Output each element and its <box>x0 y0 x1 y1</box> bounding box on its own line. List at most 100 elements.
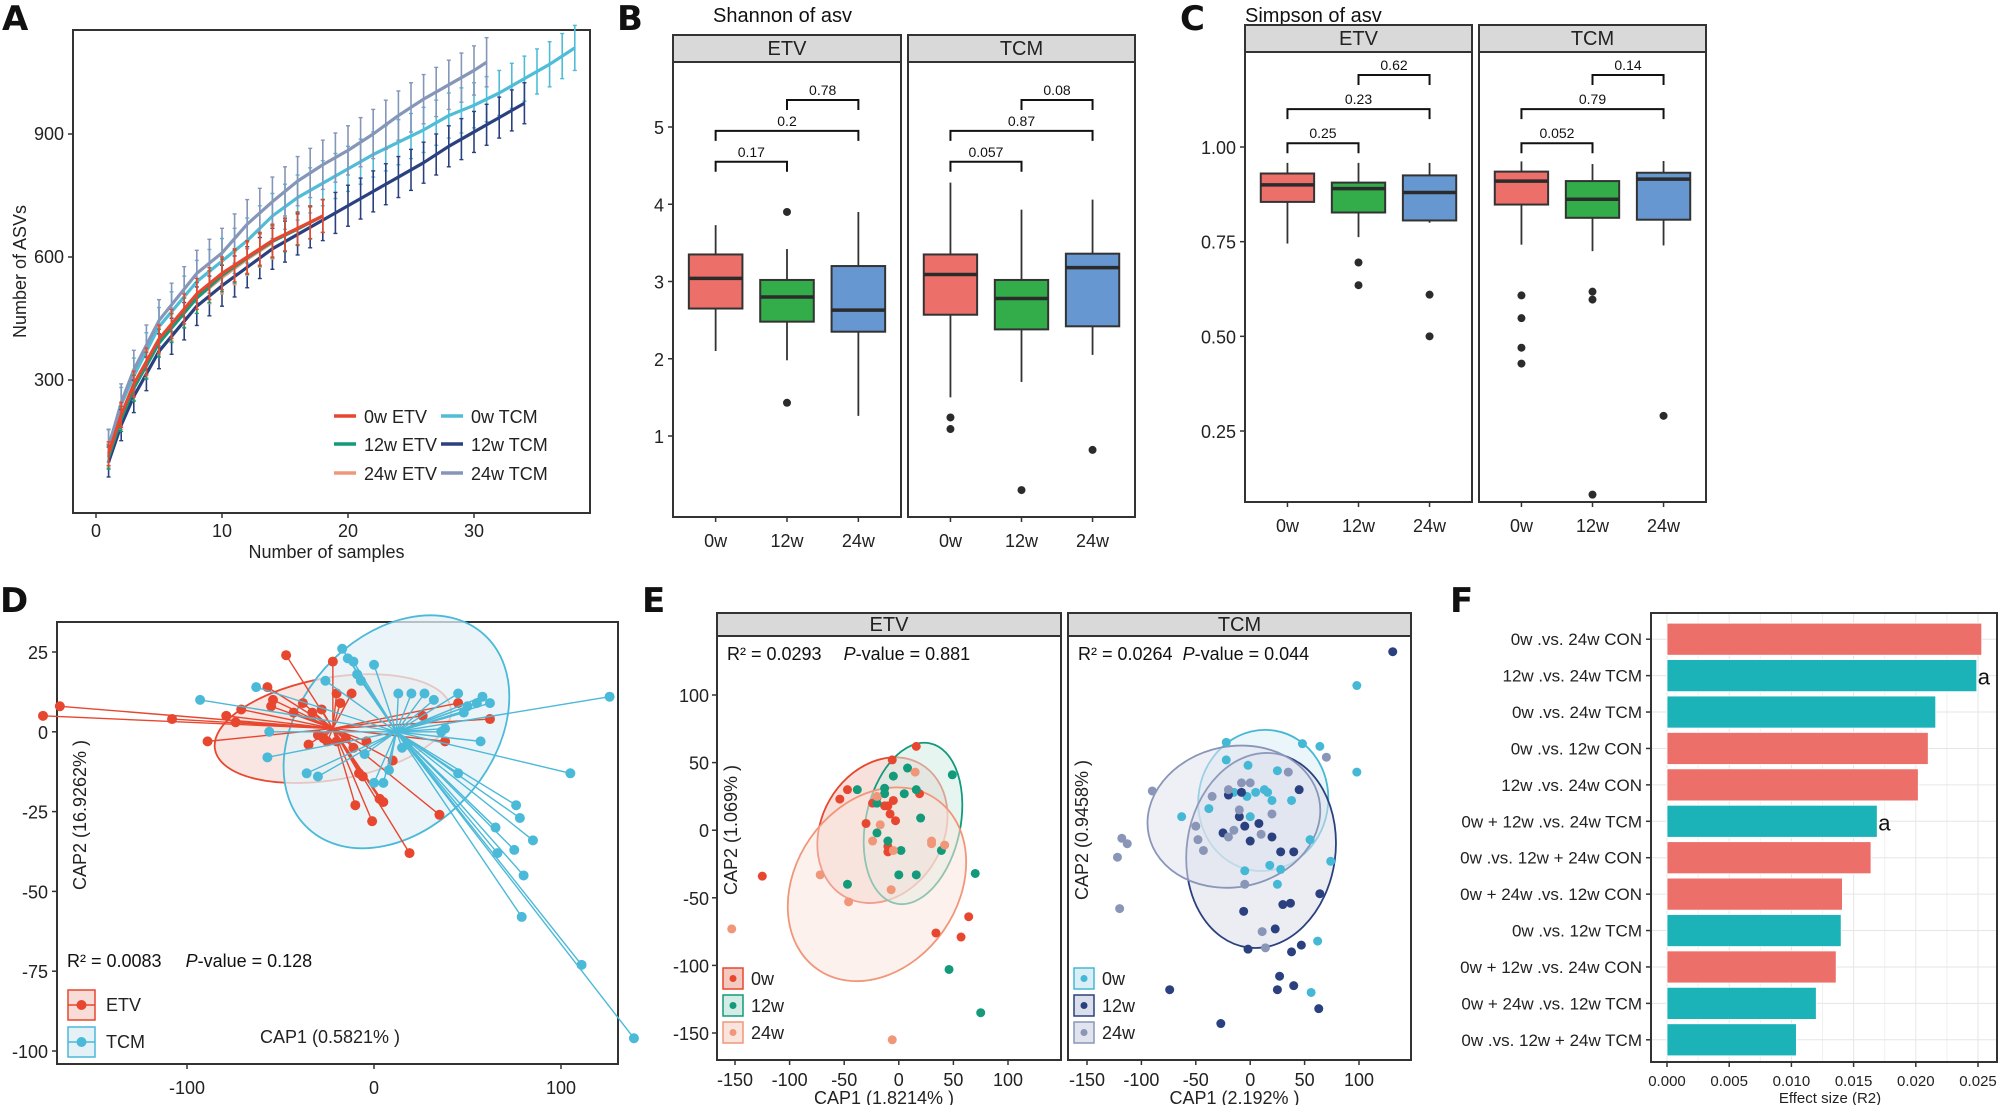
x-tick-label: -50 <box>831 1070 857 1090</box>
spider-line <box>396 695 610 733</box>
p-value-label: 0.052 <box>1539 125 1574 141</box>
data-point <box>1177 812 1187 822</box>
box-0w <box>687 225 744 352</box>
facet-tcm: TCM 0.052 0.79 0.14 0w 12w 24w <box>1478 24 1707 536</box>
box-24w <box>1064 199 1121 454</box>
data-point <box>195 694 206 705</box>
data-point <box>509 844 520 855</box>
data-point <box>1314 1004 1324 1014</box>
data-point <box>842 879 852 889</box>
data-point <box>1287 947 1297 957</box>
p-value-label: -value = 0.044 <box>1195 644 1310 664</box>
data-point <box>167 714 178 725</box>
data-point <box>894 870 904 880</box>
data-point <box>327 656 338 667</box>
y-tick-label: 25 <box>28 643 48 663</box>
series-line <box>107 214 324 458</box>
data-point <box>911 741 921 751</box>
spider-line <box>395 731 523 918</box>
group-0w <box>757 741 974 942</box>
spider-line <box>364 731 397 755</box>
data-point <box>1306 987 1316 997</box>
group-24w <box>727 767 950 1045</box>
data-point <box>1115 904 1125 914</box>
data-point <box>1270 924 1280 934</box>
data-point <box>903 763 913 773</box>
x-tick-label: 0w <box>1510 516 1534 536</box>
data-point <box>1223 785 1233 795</box>
legend-point <box>1080 1002 1088 1009</box>
outlier-point <box>1425 332 1434 341</box>
legend-item: 24w ETV <box>334 464 437 484</box>
box-iqr <box>759 278 815 323</box>
bar <box>1666 732 1929 765</box>
bar <box>1666 1023 1797 1057</box>
y-tick-label: 300 <box>34 370 64 390</box>
facet-etv: ETV 0.17 0.2 0.78 0w 12w 24w <box>672 34 902 551</box>
y-tick-label: 5 <box>654 118 664 138</box>
y-tick-label: 3 <box>654 273 664 293</box>
y-tick-label: 2 <box>654 350 664 370</box>
x-tick-label: 0 <box>91 521 101 541</box>
data-point <box>1267 795 1277 805</box>
data-point <box>576 959 587 970</box>
data-point <box>1240 879 1250 889</box>
panel-letter-b: B <box>617 0 643 39</box>
y-tick-label: -50 <box>22 882 48 902</box>
y-tick-label: 0w .vs. 12w TCM <box>1512 922 1642 941</box>
x-tick-label: 0 <box>1245 1070 1255 1090</box>
x-tick-label: 0.020 <box>1897 1073 1935 1090</box>
x-tick-label: 0w <box>939 531 963 551</box>
box-24w <box>1401 162 1458 341</box>
bar <box>1666 914 1842 947</box>
spider-line <box>317 731 397 778</box>
data-point <box>896 845 906 855</box>
facet-strip <box>1478 24 1707 53</box>
box-12w <box>1564 164 1621 499</box>
outlier-point <box>1588 295 1597 304</box>
x-tick-label: 50 <box>943 1070 963 1090</box>
spider-line <box>395 693 413 733</box>
data-point <box>38 710 49 721</box>
box-0w <box>1259 162 1316 244</box>
data-point <box>1260 943 1270 953</box>
box-iqr <box>1064 252 1121 328</box>
data-point <box>970 868 980 878</box>
spider-line <box>332 728 411 854</box>
legend-point <box>729 1029 737 1036</box>
data-point <box>1276 847 1286 857</box>
data-point <box>54 701 65 712</box>
y-tick-label: 0w + 24w .vs. 12w CON <box>1460 885 1642 904</box>
p-value-prefix: P <box>844 644 856 664</box>
y-tick-label: 1.00 <box>1201 138 1236 158</box>
series-12w-tcm <box>106 82 527 478</box>
spider-line <box>255 686 397 733</box>
legend-label: 0w <box>1102 969 1126 989</box>
data-point <box>1272 879 1282 889</box>
spider-line <box>395 693 426 733</box>
r-squared-label: R² = 0.0264 <box>1078 644 1173 664</box>
x-axis-label: CAP1 (1.8214% ) <box>814 1088 954 1105</box>
data-point <box>1245 836 1255 846</box>
data-point <box>916 813 926 823</box>
spider-line <box>395 693 400 732</box>
legend-item: 0w <box>722 967 775 990</box>
data-point <box>727 924 737 934</box>
y-tick-label: 0 <box>38 723 48 743</box>
data-point <box>1352 681 1362 691</box>
y-tick-label: 4 <box>654 195 664 215</box>
data-point <box>888 771 898 781</box>
y-tick-label: 100 <box>679 686 709 706</box>
outlier-point <box>1517 343 1526 352</box>
spider-line <box>226 715 333 730</box>
data-point <box>815 870 825 880</box>
data-point <box>369 659 379 670</box>
series-24w-etv <box>106 225 275 469</box>
spider-line <box>396 731 571 774</box>
x-tick-label: -100 <box>772 1070 808 1090</box>
panel-letter-c: C <box>1180 0 1205 39</box>
data-point <box>1240 866 1250 876</box>
legend-item: ETV <box>67 989 141 1021</box>
data-point <box>1289 981 1299 991</box>
